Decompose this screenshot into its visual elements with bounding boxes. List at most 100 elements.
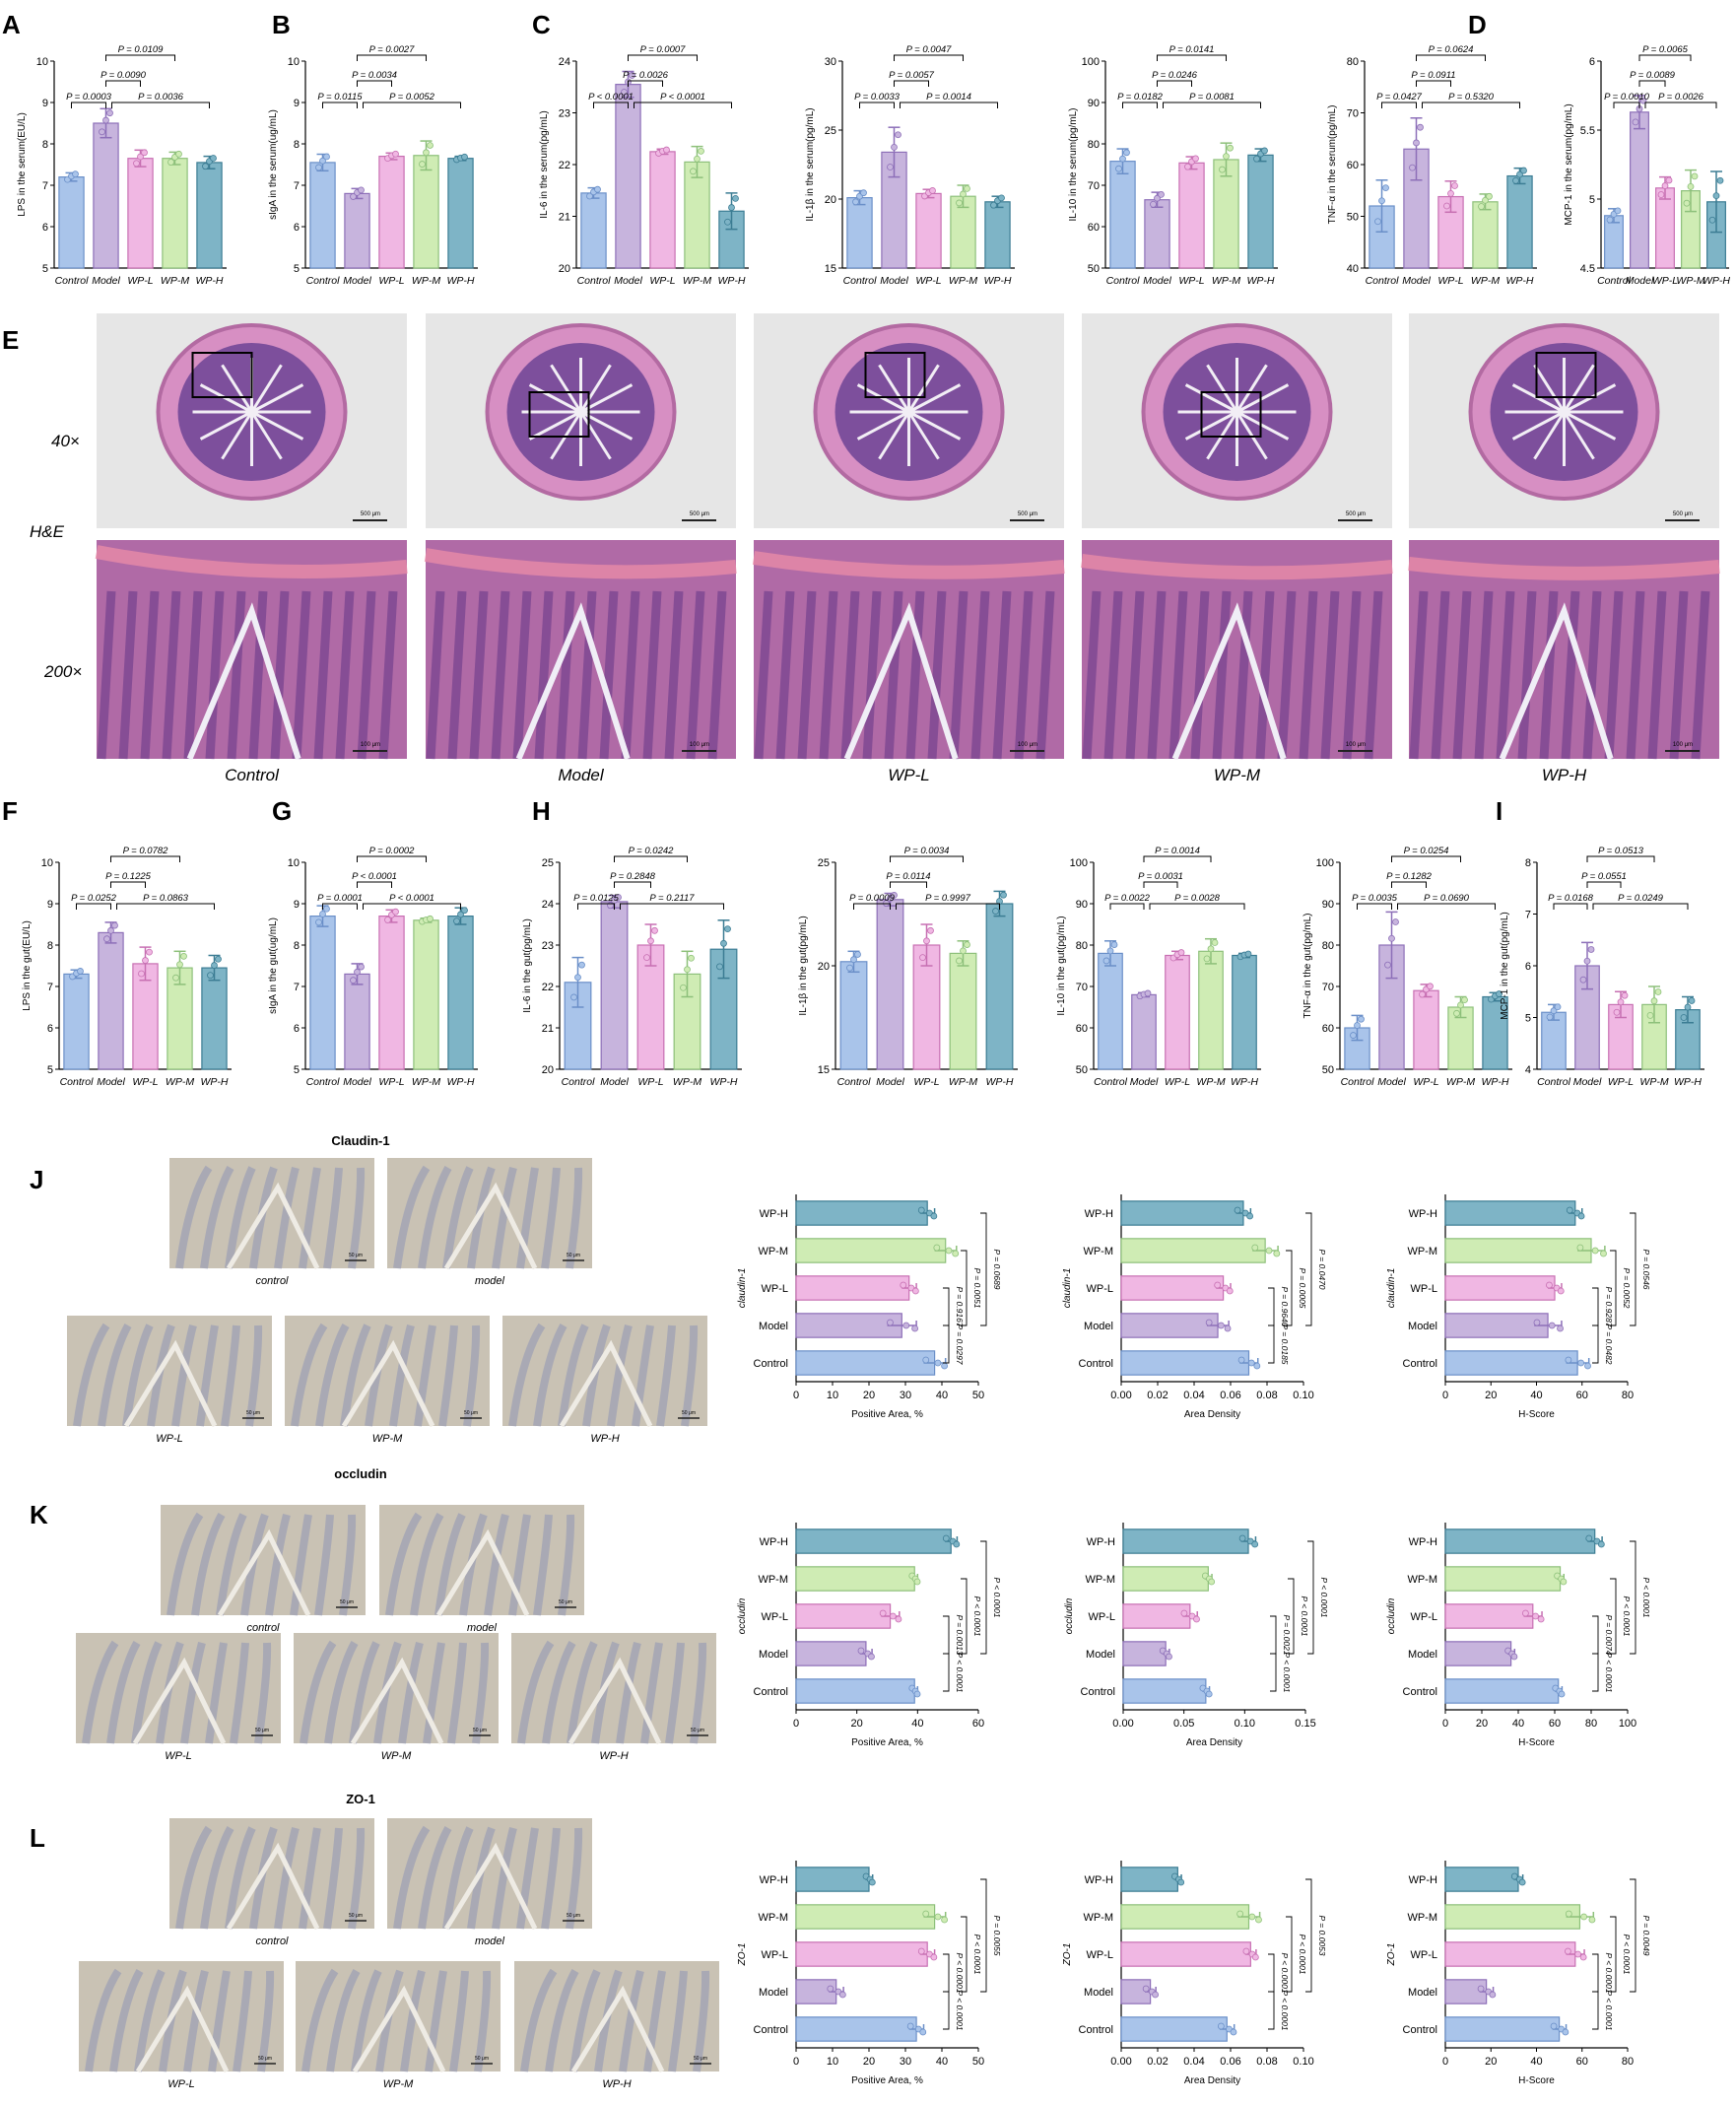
x-tick-label: 20 [1485, 1390, 1497, 1401]
scale-bar-label: 50 μm [475, 2056, 489, 2062]
x-tick-label: 0 [793, 1718, 799, 1730]
y-tick-label: 5 [294, 263, 300, 275]
ihc-caption: model [475, 1275, 505, 1287]
data-point [215, 955, 222, 963]
data-point [1378, 197, 1385, 205]
gland [393, 1825, 431, 1930]
data-point [879, 1609, 887, 1617]
y-tick-label: 60 [1088, 222, 1100, 234]
data-point [1518, 1878, 1526, 1886]
x-tick-label: 80 [1622, 2056, 1634, 2068]
p-value-label: P = 0.0551 [1581, 871, 1627, 882]
data-point [210, 155, 217, 162]
comparison-bracket [1416, 80, 1451, 87]
bar-WP-M [950, 195, 976, 269]
bar-WP-L [1165, 954, 1190, 1070]
crypt [1212, 590, 1232, 760]
gland [323, 1827, 343, 1930]
comparison-bracket [1592, 1287, 1599, 1326]
gland [233, 1970, 252, 2072]
scale-bar-label: 500 μm [690, 511, 709, 517]
crypt [426, 590, 445, 760]
data-point [323, 905, 330, 913]
x-tick-label: WP-H [1703, 275, 1730, 287]
data-point [942, 1534, 950, 1542]
x-tick-label: WP-M [1446, 1076, 1475, 1088]
data-point [1614, 207, 1622, 215]
x-tick-label: 0.02 [1147, 1390, 1168, 1401]
p-value-label: P = 0.0246 [1152, 70, 1198, 81]
data-point [1650, 997, 1658, 1005]
data-point [457, 911, 464, 918]
comparison-bracket [890, 855, 964, 862]
crypt [599, 590, 619, 760]
gland [208, 1970, 231, 2072]
muscle-layer [1081, 554, 1393, 580]
gland [348, 1167, 366, 1269]
y-tick-label: WP-M [1085, 1574, 1115, 1586]
crypt [1125, 590, 1145, 760]
data-point [350, 977, 357, 985]
scale-bar-label: 100 μm [1673, 742, 1693, 748]
data-point [384, 916, 391, 923]
p-value-label: P = 0.0863 [143, 893, 189, 904]
data-point [1600, 1250, 1607, 1257]
data-point [1217, 2022, 1225, 2030]
x-tick-label: 80 [1585, 1718, 1597, 1730]
ihc-caption: control [255, 1935, 289, 1947]
bar-Control [1120, 2016, 1228, 2042]
lumen [559, 1339, 653, 1428]
p-value-label: P = 0.0034 [352, 70, 397, 81]
data-point [1486, 192, 1493, 200]
data-point [688, 954, 695, 962]
bar-WP-M [1472, 201, 1499, 269]
p-value-label: P = 0.9640 [1280, 1286, 1290, 1326]
ihc-caption: control [246, 1622, 280, 1634]
data-point [889, 1612, 897, 1620]
data-point [1562, 2028, 1569, 2036]
y-tick-label: 8 [47, 940, 53, 952]
data-point [1560, 1578, 1568, 1586]
data-point [933, 1244, 941, 1252]
panel-letter-a: A [2, 10, 21, 39]
data-point [1577, 1212, 1585, 1220]
gland [566, 1827, 583, 1930]
lumen [1235, 364, 1268, 413]
gland [643, 1970, 666, 2072]
data-point [1684, 1003, 1692, 1011]
data-point [1510, 1653, 1518, 1661]
crypt [1561, 590, 1580, 760]
lumen [221, 364, 253, 413]
p-value-label: P = 0.0014 [926, 92, 971, 102]
lumen [250, 364, 283, 413]
bar-WP-L [1120, 1275, 1225, 1301]
bar-Control [1120, 1350, 1250, 1376]
lumen [132, 1657, 227, 1745]
p-value-label: P = 0.0031 [1138, 871, 1183, 882]
gland [690, 1642, 707, 1744]
y-tick-label: 20 [818, 961, 830, 973]
y-tick-label: Control [1403, 1358, 1437, 1370]
lumen [352, 1985, 446, 2073]
y-tick-label: WP-M [758, 1574, 788, 1586]
data-point [137, 153, 144, 161]
y-tick-label: WP-L [762, 1611, 789, 1623]
comparison-bracket [1586, 855, 1655, 862]
gland [558, 1514, 575, 1616]
crypt [1364, 590, 1383, 760]
data-point [1606, 216, 1614, 224]
x-axis-label: Area Density [1186, 1737, 1242, 1748]
data-point [1554, 1003, 1562, 1011]
data-point [315, 164, 322, 171]
data-point [1184, 163, 1191, 170]
p-value-label: P = 0.0624 [1429, 44, 1474, 55]
chart-G: 5 6 7 8 9 10 sIgA in the gut(ug/mL) Control Mode… [268, 846, 478, 1088]
comparison-bracket [1592, 1615, 1599, 1655]
data-point [142, 957, 149, 964]
data-point [927, 926, 934, 934]
comparison-bracket [894, 54, 964, 61]
p-value-label: P = 0.0911 [1411, 70, 1455, 81]
gland [423, 1642, 445, 1744]
gland [449, 1970, 469, 2072]
chart-B: 5 6 7 8 9 10 sIgA in the serum(ug/mL) Control Mo… [268, 44, 478, 287]
